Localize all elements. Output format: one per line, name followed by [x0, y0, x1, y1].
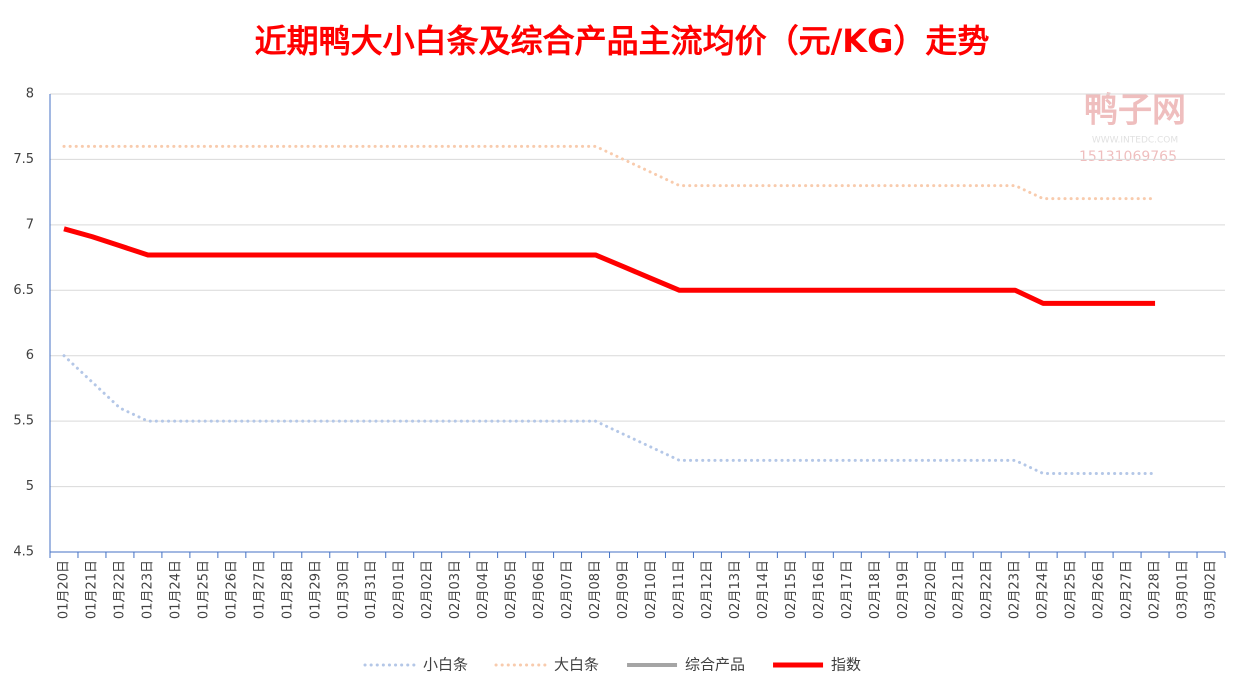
- x-tick-label: 02月05日: [504, 560, 519, 619]
- legend-label: 综合产品: [685, 656, 745, 674]
- x-tick-label: 01月21日: [84, 560, 99, 619]
- watermark-text: 鸭子网: [1084, 91, 1186, 131]
- y-tick-label: 4.5: [13, 545, 34, 560]
- x-tick-label: 03月02日: [1204, 560, 1219, 619]
- x-tick-label: 02月15日: [784, 560, 799, 619]
- watermark-text: 15131069765: [1079, 149, 1177, 165]
- x-tick-label: 02月22日: [980, 560, 995, 619]
- legend-label: 小白条: [423, 656, 468, 674]
- y-tick-label: 6: [26, 348, 34, 363]
- x-tick-label: 01月27日: [252, 560, 267, 619]
- x-tick-label: 02月04日: [476, 560, 491, 619]
- x-tick-label: 01月22日: [112, 560, 127, 619]
- series-line: [63, 226, 1156, 306]
- x-tick-label: 02月23日: [1008, 560, 1023, 619]
- y-tick-label: 7: [26, 217, 34, 232]
- y-tick-label: 7.5: [13, 152, 34, 167]
- y-tick-label: 8: [26, 87, 34, 102]
- series-line: [62, 354, 1157, 475]
- x-tick-label: 02月01日: [392, 560, 407, 619]
- x-tick-label: 02月17日: [840, 560, 855, 619]
- watermark-text: WWW.INTEDC.COM: [1092, 136, 1178, 146]
- x-tick-label: 02月11日: [672, 560, 687, 619]
- x-tick-label: 02月28日: [1148, 560, 1163, 619]
- x-tick-label: 02月21日: [952, 560, 967, 619]
- x-tick-label: 02月10日: [644, 560, 659, 619]
- x-tick-label: 02月08日: [588, 560, 603, 619]
- x-tick-label: 02月09日: [616, 560, 631, 619]
- x-tick-label: 02月07日: [560, 560, 575, 619]
- x-tick-label: 02月20日: [924, 560, 939, 619]
- series-line: [62, 144, 1157, 201]
- x-tick-label: 02月16日: [812, 560, 827, 619]
- x-tick-label: 02月19日: [896, 560, 911, 619]
- x-tick-label: 02月24日: [1036, 560, 1051, 619]
- y-tick-label: 5: [26, 479, 34, 494]
- x-tick-label: 01月24日: [168, 560, 183, 619]
- x-tick-label: 02月12日: [700, 560, 715, 619]
- x-tick-label: 01月23日: [140, 560, 155, 619]
- x-tick-label: 02月06日: [532, 560, 547, 619]
- y-tick-label: 5.5: [13, 414, 34, 429]
- x-tick-label: 02月03日: [448, 560, 463, 619]
- x-tick-label: 02月14日: [756, 560, 771, 619]
- x-tick-label: 01月20日: [56, 560, 71, 619]
- legend-label: 指数: [831, 656, 861, 674]
- x-tick-label: 01月26日: [224, 560, 239, 619]
- x-tick-label: 01月30日: [336, 560, 351, 619]
- chart-title: 近期鸭大小白条及综合产品主流均价（元/KG）走势: [255, 22, 990, 60]
- x-tick-label: 02月26日: [1092, 560, 1107, 619]
- x-tick-label: 02月27日: [1120, 560, 1135, 619]
- x-tick-label: 01月31日: [364, 560, 379, 619]
- x-tick-label: 01月25日: [196, 560, 211, 619]
- x-tick-label: 02月02日: [420, 560, 435, 619]
- x-tick-label: 02月18日: [868, 560, 883, 619]
- x-tick-label: 01月29日: [308, 560, 323, 619]
- legend-label: 大白条: [554, 656, 599, 674]
- x-tick-label: 02月25日: [1064, 560, 1079, 619]
- y-tick-label: 6.5: [13, 283, 34, 298]
- x-tick-label: 02月13日: [728, 560, 743, 619]
- x-tick-label: 03月01日: [1176, 560, 1191, 619]
- x-tick-label: 01月28日: [280, 560, 295, 619]
- watermark: 鸭子网 WWW.INTEDC.COM 15131069765: [1079, 91, 1186, 166]
